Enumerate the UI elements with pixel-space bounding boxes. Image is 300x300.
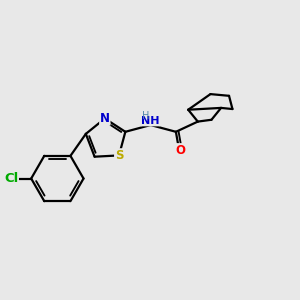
Text: H: H [142, 111, 149, 121]
Text: Cl: Cl [4, 172, 18, 185]
Text: N: N [100, 112, 110, 125]
Text: O: O [176, 144, 186, 157]
Text: NH: NH [141, 116, 160, 126]
Text: S: S [115, 149, 123, 162]
